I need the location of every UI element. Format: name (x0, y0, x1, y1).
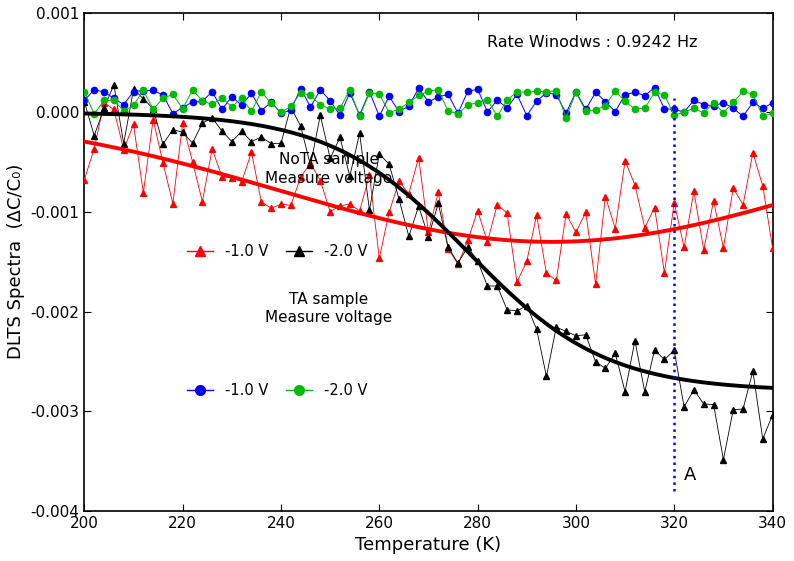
Text: NoTA sample
Measure voltage: NoTA sample Measure voltage (265, 152, 392, 186)
Legend: -1.0 V, -2.0 V: -1.0 V, -2.0 V (181, 377, 373, 404)
X-axis label: Temperature (K): Temperature (K) (356, 536, 502, 554)
Text: TA sample
Measure voltage: TA sample Measure voltage (265, 292, 392, 325)
Text: Rate Winodws : 0.9242 Hz: Rate Winodws : 0.9242 Hz (487, 35, 697, 50)
Y-axis label: DLTS Spectra  (ΔC/C₀): DLTS Spectra (ΔC/C₀) (7, 164, 25, 360)
Text: A: A (684, 466, 696, 484)
